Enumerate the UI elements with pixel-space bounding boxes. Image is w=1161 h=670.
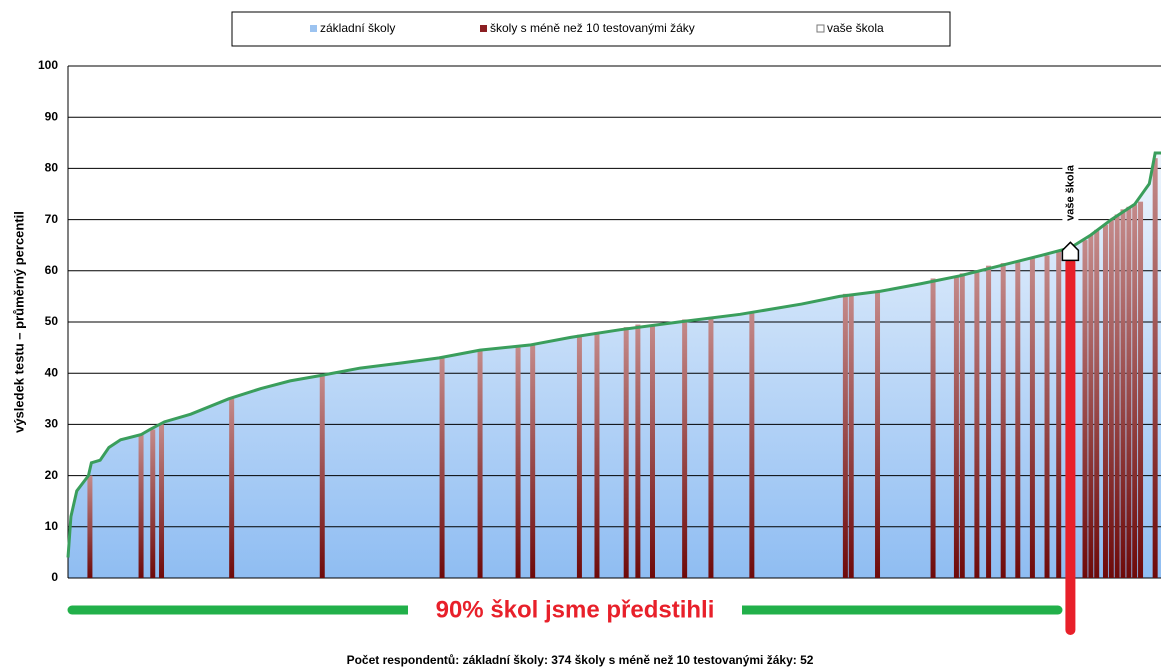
small-school-bar — [959, 273, 965, 578]
small-school-bar — [1152, 158, 1158, 578]
progress-label-bg — [408, 594, 742, 628]
y-tick-label: 40 — [45, 365, 59, 379]
your-school-marker — [1061, 241, 1080, 262]
small-school-bar — [87, 475, 93, 578]
small-school-bar — [749, 311, 755, 578]
small-school-bar — [138, 434, 144, 578]
y-tick-label: 90 — [45, 109, 59, 123]
small-school-bar — [1094, 229, 1100, 578]
small-school-bar — [1138, 201, 1144, 578]
small-school-bar — [530, 345, 536, 578]
progress-label: 90% škol jsme předstihli — [436, 596, 715, 623]
small-school-bar — [1126, 206, 1132, 579]
legend-swatch — [480, 25, 487, 32]
legend-label: vaše škola — [827, 21, 884, 35]
legend-label: základní školy — [320, 21, 395, 35]
small-school-bar — [1120, 209, 1126, 579]
small-school-bar — [159, 424, 165, 578]
y-tick-label: 10 — [45, 519, 59, 533]
curve-line — [66, 151, 1161, 558]
small-school-bar — [229, 398, 235, 578]
small-school-bar — [875, 291, 881, 578]
small-school-bar — [1015, 260, 1021, 578]
small-school-bar — [1102, 224, 1108, 578]
your-school-label-bg — [1062, 155, 1079, 231]
y-tick-label: 80 — [45, 161, 59, 175]
your-school-label: vaše škola — [1064, 164, 1076, 221]
small-school-bar — [708, 316, 714, 578]
small-school-bar — [848, 293, 854, 578]
small-school-bar — [1082, 240, 1088, 578]
legend-box — [231, 11, 951, 47]
y-tick-label: 100 — [38, 58, 58, 72]
small-school-bar — [1029, 258, 1035, 578]
small-school-bar — [635, 324, 641, 578]
small-school-bar — [1000, 263, 1006, 578]
small-school-bar — [986, 265, 992, 578]
small-school-bar — [930, 278, 936, 578]
small-school-bar — [150, 429, 156, 578]
small-school-bar — [594, 332, 600, 578]
small-school-bar — [576, 334, 582, 578]
y-tick-label: 50 — [45, 314, 59, 328]
small-school-bar — [1132, 204, 1138, 579]
small-school-bar — [682, 319, 688, 578]
y-tick-label: 60 — [45, 263, 59, 277]
small-school-bar — [974, 270, 980, 578]
y-tick-label: 20 — [45, 468, 59, 482]
small-school-bar — [842, 293, 848, 578]
small-school-bar — [1108, 219, 1114, 578]
small-school-bar — [649, 324, 655, 578]
small-school-bar — [1088, 234, 1094, 578]
legend-label: školy s méně než 10 testovanými žáky — [490, 21, 695, 35]
area-fill — [68, 153, 1161, 579]
y-axis-label: výsledek testu – průměrný percentil — [11, 211, 26, 433]
small-school-bar — [515, 347, 521, 578]
small-school-bar — [477, 350, 483, 578]
small-school-bar — [1056, 250, 1062, 578]
small-school-bar — [953, 275, 959, 578]
legend-swatch — [816, 24, 825, 33]
small-school-bar — [623, 327, 629, 578]
footer-note: Počet respondentů: základní školy: 374 š… — [347, 653, 814, 667]
y-tick-label: 30 — [45, 417, 59, 431]
legend-swatch — [310, 25, 317, 32]
small-school-bar — [1044, 255, 1050, 578]
small-school-bar — [319, 375, 325, 578]
y-tick-label: 0 — [51, 570, 58, 584]
small-school-bar — [1114, 214, 1120, 579]
y-tick-label: 70 — [45, 212, 59, 226]
small-school-bar — [439, 357, 445, 578]
